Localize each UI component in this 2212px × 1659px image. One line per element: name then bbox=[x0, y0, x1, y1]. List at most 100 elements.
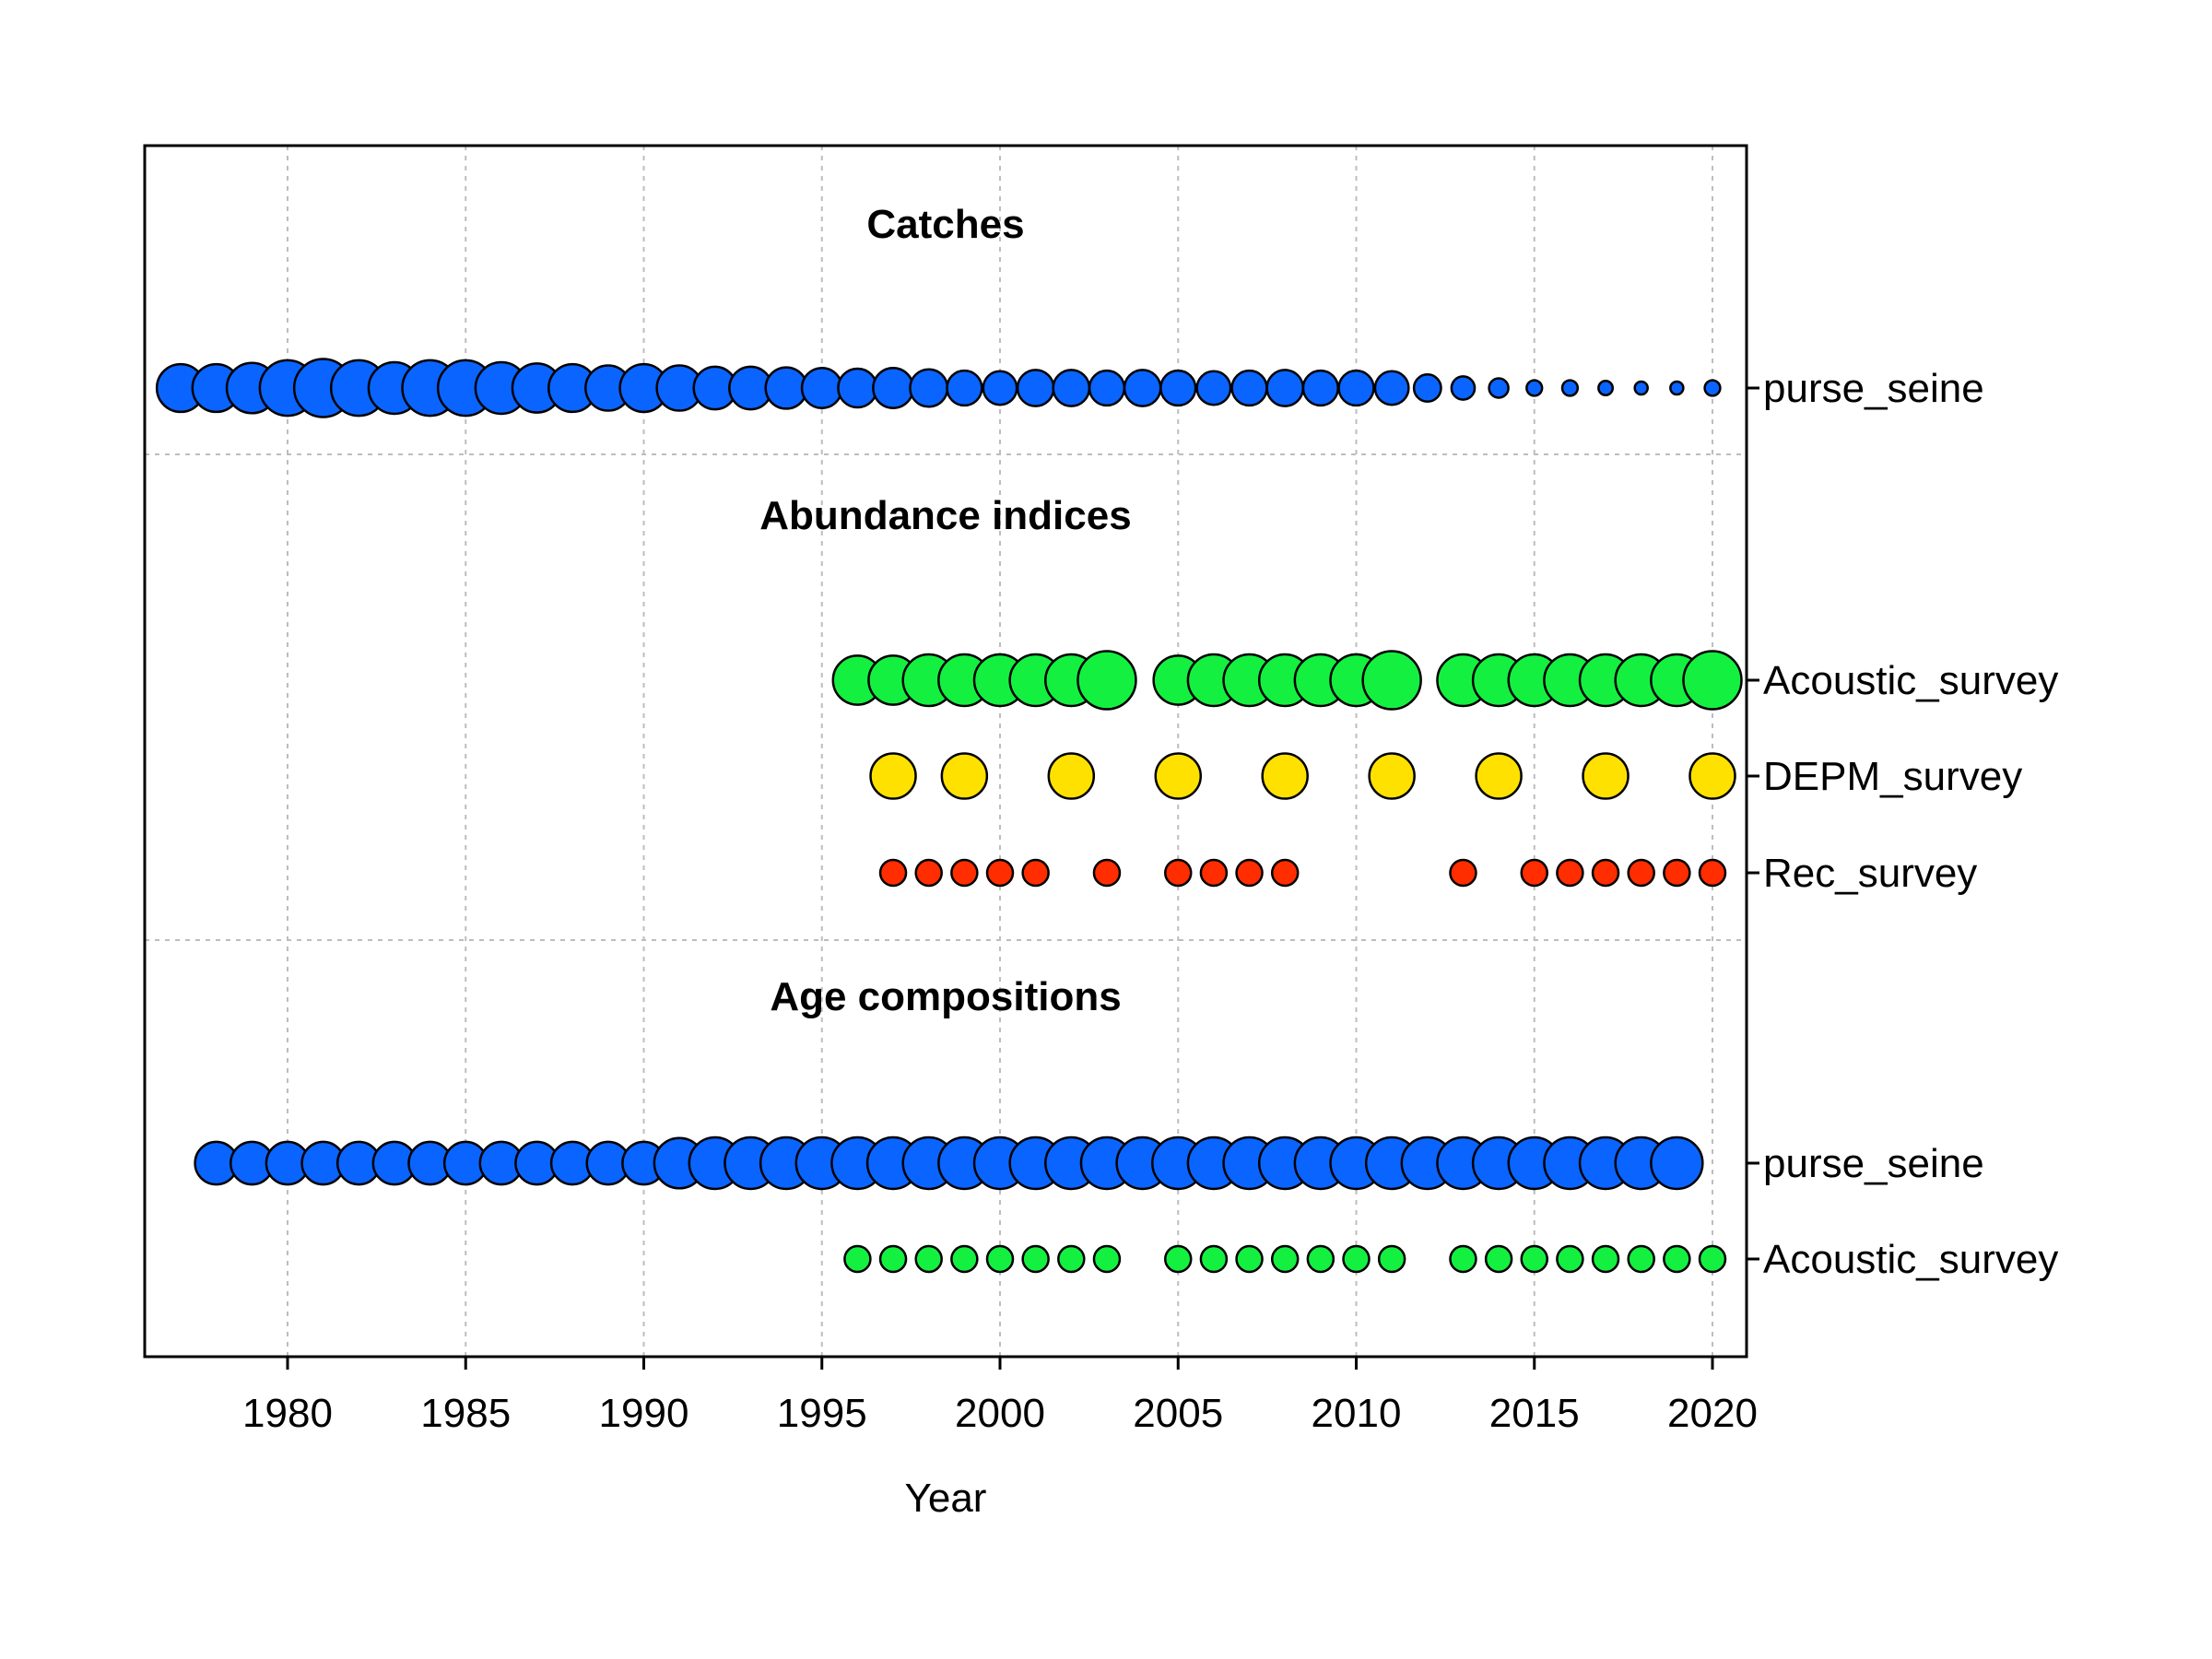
data-bubble bbox=[1265, 369, 1305, 407]
section-title: Abundance indices bbox=[759, 493, 1131, 538]
x-tick-label: 1985 bbox=[420, 1391, 511, 1436]
data-bubble bbox=[950, 858, 979, 888]
data-bubble bbox=[1092, 1244, 1122, 1274]
data-bubble bbox=[1663, 858, 1691, 888]
data-bubble bbox=[1450, 375, 1477, 401]
row-label: purse_seine bbox=[1763, 1141, 1984, 1186]
data-bubble bbox=[985, 858, 1015, 888]
data-bubble bbox=[1488, 377, 1510, 399]
data-bubble bbox=[1688, 752, 1736, 800]
data-bubble bbox=[1047, 752, 1096, 800]
data-bubble bbox=[1556, 1244, 1584, 1274]
data-bubble bbox=[1270, 1244, 1300, 1274]
data-bubble bbox=[1591, 858, 1620, 888]
grid-lines bbox=[145, 146, 1747, 1357]
x-tick-label: 1990 bbox=[599, 1391, 689, 1436]
data-bubble bbox=[909, 368, 949, 408]
data-bubble bbox=[1650, 1135, 1704, 1191]
data-bubble bbox=[1270, 858, 1300, 888]
data-bubble bbox=[837, 367, 878, 409]
data-bubble bbox=[872, 367, 914, 409]
data-bubble bbox=[1088, 369, 1126, 407]
data-bubble bbox=[940, 752, 989, 800]
data-bubble bbox=[1123, 369, 1162, 407]
data-bubble bbox=[1663, 1244, 1691, 1274]
data-bubble bbox=[1698, 1244, 1727, 1274]
data-bubble bbox=[1633, 380, 1649, 396]
data-bubble bbox=[1261, 752, 1309, 800]
data-bubble bbox=[1021, 858, 1050, 888]
data-bubble bbox=[1703, 379, 1722, 397]
data-bubble bbox=[1230, 369, 1268, 407]
data-bubble bbox=[1449, 1244, 1477, 1274]
data-bubble bbox=[1597, 380, 1615, 396]
x-tick-label: 2015 bbox=[1489, 1391, 1580, 1436]
data-bubble bbox=[1368, 752, 1416, 800]
data-bubble bbox=[1052, 369, 1091, 407]
data-bubble bbox=[1484, 1244, 1513, 1274]
x-tick-label: 2000 bbox=[955, 1391, 1045, 1436]
data-bubble bbox=[1412, 373, 1442, 403]
data-bubble bbox=[764, 366, 808, 410]
data-bubble bbox=[1199, 858, 1229, 888]
data-bubble bbox=[950, 1244, 979, 1274]
data-bubble bbox=[946, 369, 983, 407]
data-bubble bbox=[1021, 1244, 1050, 1274]
data-bubble bbox=[1337, 369, 1375, 407]
data-bubble bbox=[1306, 1244, 1335, 1274]
data-bubble bbox=[982, 370, 1018, 406]
data-bubble bbox=[1164, 858, 1193, 888]
data-bubble bbox=[1361, 650, 1422, 711]
data-bubble bbox=[843, 1244, 872, 1274]
bubbles bbox=[155, 358, 1743, 1274]
data-bubble bbox=[869, 752, 917, 800]
data-bubble bbox=[1016, 369, 1055, 407]
data-bubble bbox=[800, 367, 843, 409]
data-bubble bbox=[1582, 752, 1630, 800]
data-bubble bbox=[1682, 650, 1743, 711]
data-bubble bbox=[1195, 370, 1232, 406]
data-bubble bbox=[1591, 1244, 1620, 1274]
row-label: Acoustic_survey bbox=[1763, 1237, 2058, 1282]
data-bubble bbox=[1525, 379, 1544, 397]
data-bubble bbox=[1520, 858, 1548, 888]
data-bubble bbox=[1475, 752, 1523, 800]
data-bubble bbox=[1159, 369, 1197, 407]
data-bubble bbox=[914, 1244, 943, 1274]
data-bubble bbox=[1556, 858, 1584, 888]
data-bubble bbox=[1235, 858, 1264, 888]
x-tick-label: 2010 bbox=[1312, 1391, 1402, 1436]
section-title: Catches bbox=[866, 202, 1024, 247]
row-label: purse_seine bbox=[1763, 366, 1984, 411]
x-tick-label: 2020 bbox=[1667, 1391, 1758, 1436]
section-title: Age compositions bbox=[770, 974, 1121, 1019]
x-tick-label: 1995 bbox=[777, 1391, 867, 1436]
data-bubble bbox=[914, 858, 943, 888]
x-axis-title: Year bbox=[905, 1476, 987, 1521]
data-bubble bbox=[985, 1244, 1015, 1274]
plot-frame bbox=[143, 144, 1748, 1359]
data-bubble bbox=[1698, 858, 1727, 888]
labels: 1980 1985 1990 1995 2000 2005 2010 2015 2020 Catc… bbox=[242, 202, 2058, 1436]
data-bubble bbox=[1164, 1244, 1193, 1274]
data-bubble bbox=[878, 858, 908, 888]
row-label: DEPM_survey bbox=[1763, 754, 2022, 799]
data-bubble bbox=[1199, 1244, 1229, 1274]
data-bubble bbox=[1520, 1244, 1548, 1274]
data-bubble bbox=[1235, 1244, 1264, 1274]
row-label: Acoustic_survey bbox=[1763, 658, 2058, 703]
row-label: Rec_survey bbox=[1763, 851, 1977, 896]
data-bubble bbox=[1377, 1244, 1406, 1274]
data-bubble bbox=[1373, 370, 1410, 406]
data-bubble bbox=[1627, 1244, 1655, 1274]
data-bubble bbox=[1057, 1244, 1086, 1274]
axis-ticks bbox=[286, 386, 1759, 1370]
x-tick-label: 2005 bbox=[1133, 1391, 1223, 1436]
data-bubble bbox=[1301, 369, 1339, 407]
data-bubble bbox=[1627, 858, 1655, 888]
data-bubble bbox=[1560, 379, 1580, 397]
data-bubble bbox=[1154, 752, 1202, 800]
data-bubble bbox=[878, 1244, 908, 1274]
x-tick-label: 1980 bbox=[242, 1391, 333, 1436]
